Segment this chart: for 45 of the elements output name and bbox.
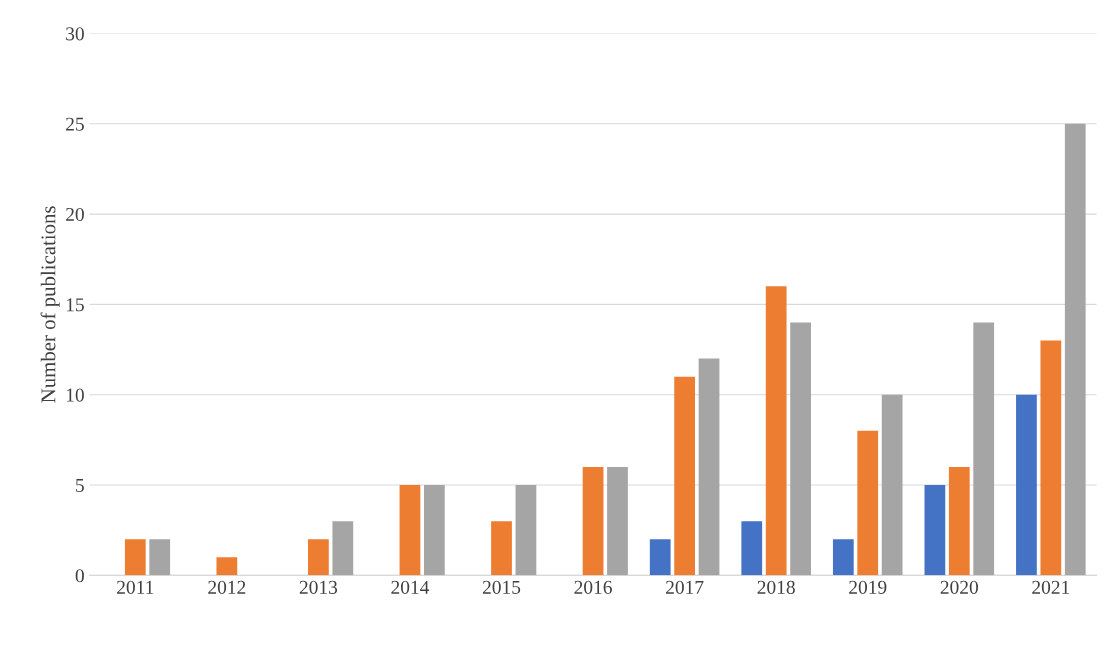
x-tick-label: 2021 (1032, 580, 1070, 594)
y-tick-label: 10 (66, 388, 84, 402)
bar (149, 539, 171, 576)
bar (424, 485, 445, 576)
y-tick-label: 0 (75, 569, 84, 583)
y-tick-label: 15 (66, 298, 84, 312)
x-tick-label: 2014 (391, 580, 430, 594)
bar (649, 539, 671, 576)
x-tick-label: 2011 (117, 580, 154, 594)
bar (832, 539, 854, 576)
bar (741, 521, 763, 576)
bar (308, 539, 329, 576)
bar (607, 466, 628, 576)
bar (1040, 340, 1062, 576)
bar (765, 286, 787, 576)
bar (491, 521, 512, 576)
x-tick-label: 2017 (666, 580, 704, 594)
x-tick-label: 2013 (299, 580, 338, 594)
x-tick-label: 2020 (940, 580, 978, 594)
bar (216, 557, 238, 576)
x-tick-label: 2019 (849, 580, 887, 594)
bar (515, 485, 537, 576)
bar (1064, 123, 1086, 576)
bar (332, 521, 354, 576)
bar (698, 358, 720, 576)
x-tick-label: 2015 (482, 580, 521, 594)
y-tick-label: 30 (66, 27, 84, 41)
x-tick-label: 2016 (574, 580, 612, 594)
bar (881, 394, 903, 576)
y-tick-label: 5 (76, 479, 84, 492)
bar (973, 322, 995, 576)
bar (790, 322, 811, 576)
x-tick-label: 2012 (208, 580, 246, 594)
bar (948, 466, 970, 576)
y-axis-title: Number of publications (40, 206, 60, 403)
bar (124, 539, 146, 576)
x-tick-label: 2018 (757, 580, 795, 594)
bar (399, 485, 421, 576)
bar (1016, 394, 1037, 576)
y-tick-label: 20 (66, 207, 84, 222)
y-tick-label: 25 (66, 117, 84, 131)
bar (857, 430, 879, 576)
bar (674, 376, 695, 576)
bar (582, 466, 604, 576)
bar (924, 485, 946, 576)
